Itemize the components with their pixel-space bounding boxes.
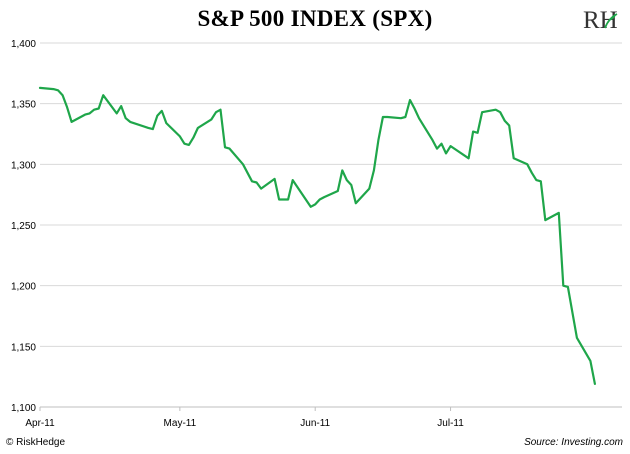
series-layer <box>38 86 597 385</box>
x-tick-label: Apr-11 <box>25 418 55 429</box>
y-tick-label: 1,100 <box>11 403 36 414</box>
logo-leaf-icon <box>604 13 618 29</box>
axes <box>39 406 622 411</box>
series-line <box>38 86 597 385</box>
y-tick-labels: 1,100 1,150 1,200 1,250 1,300 1,350 1,400 <box>11 39 36 414</box>
source-text: Source: Investing.com <box>524 437 623 448</box>
riskhedge-logo: RH <box>583 6 623 36</box>
x-tick-label: Jul-11 <box>437 418 464 429</box>
y-tick-label: 1,250 <box>11 221 36 232</box>
x-tick-label: May-11 <box>164 418 197 429</box>
logo-lettering: RH <box>583 7 618 34</box>
x-tick-labels: Apr-11 May-11 Jun-11 Jul-11 <box>25 418 464 429</box>
chart-title: S&P 500 INDEX (SPX) <box>197 6 433 31</box>
y-tick-label: 1,350 <box>11 100 36 111</box>
grid-lines <box>40 42 622 347</box>
y-tick-label: 1,150 <box>11 342 36 353</box>
y-tick-label: 1,200 <box>11 282 36 293</box>
copyright-text: © RiskHedge <box>6 437 66 448</box>
y-tick-label: 1,300 <box>11 160 36 171</box>
y-tick-label: 1,400 <box>11 39 36 50</box>
x-tick-label: Jun-11 <box>300 418 330 429</box>
